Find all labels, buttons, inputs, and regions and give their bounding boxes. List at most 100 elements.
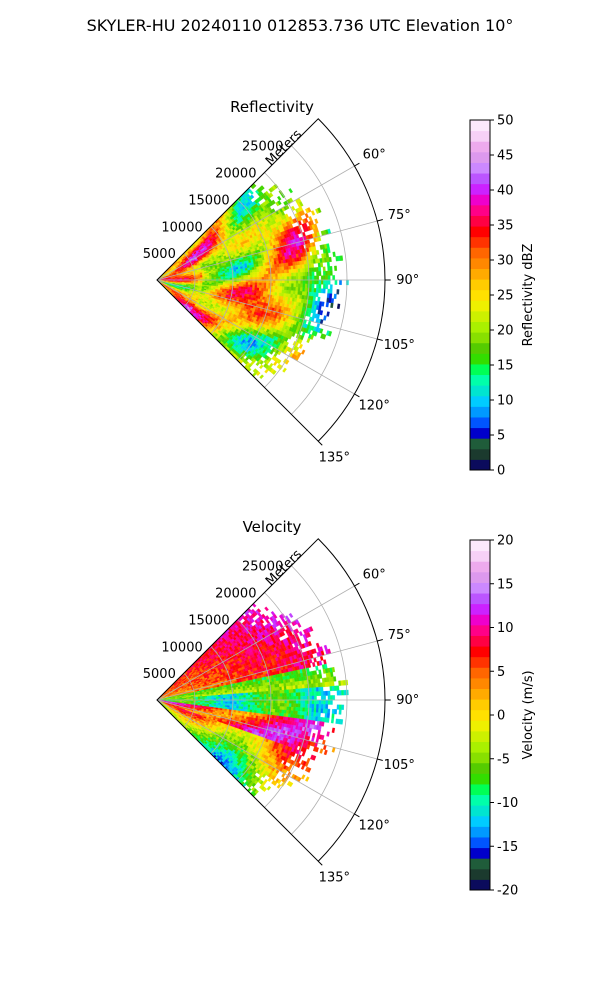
refl-colorbar-swatch (470, 215, 490, 227)
refl-cell (247, 282, 251, 286)
refl-colorbar-swatch (470, 438, 490, 450)
refl-cell (229, 275, 233, 279)
refl-cell (245, 282, 249, 285)
refl-cell (236, 281, 240, 285)
refl-cell (234, 281, 237, 285)
refl-range-tick-label: 15000 (188, 193, 229, 208)
refl-cell (329, 266, 333, 272)
refl-cell (306, 337, 311, 344)
refl-cell (300, 279, 304, 284)
refl-cell (325, 270, 329, 276)
refl-cell (243, 286, 246, 290)
refl-cell (286, 286, 290, 291)
refl-cell (309, 275, 313, 281)
refl-cell (236, 271, 239, 274)
refl-colorbar-swatch (470, 173, 490, 185)
refl-cell (302, 275, 306, 281)
refl-cell (252, 272, 256, 276)
refl-cell (259, 364, 264, 370)
refl-cell (234, 283, 237, 287)
refl-cell (304, 287, 308, 292)
refl-cell (250, 284, 253, 288)
refl-cell (259, 279, 263, 283)
refl-cell (261, 268, 264, 272)
refl-cell (243, 275, 247, 278)
refl-cell (279, 276, 283, 281)
refl-cell (339, 255, 344, 261)
refl-cell (293, 268, 297, 273)
refl-cell (266, 273, 269, 278)
refl-cell (263, 279, 267, 284)
refl-cell (281, 286, 285, 291)
refl-cell (318, 279, 322, 285)
refl-cell (300, 268, 303, 273)
refl-title: Reflectivity (230, 98, 314, 116)
refl-cell (299, 201, 304, 207)
refl-cell (316, 271, 319, 276)
refl-cell (249, 269, 253, 273)
refl-cell (277, 273, 281, 277)
refl-cell (327, 270, 331, 276)
refl-cell (263, 288, 267, 292)
refl-colorbar-swatch (470, 332, 490, 344)
refl-cell (282, 273, 285, 277)
refl-cell (293, 272, 297, 277)
refl-cell (297, 287, 301, 292)
refl-cell (272, 282, 276, 287)
refl-colorbar-label: Reflectivity dBZ (521, 244, 536, 347)
refl-cell (309, 283, 313, 289)
refl-cell (258, 268, 262, 273)
refl-cell (249, 287, 253, 291)
refl-cell (286, 283, 290, 288)
refl-cell (240, 270, 244, 274)
refl-cell (261, 277, 265, 281)
refl-cell (273, 276, 276, 281)
refl-cell (298, 283, 301, 288)
refl-colorbar-swatch (470, 300, 490, 312)
reflectivity-panel: Reflectivity60°75°90°105°120°135°5000100… (143, 98, 536, 479)
refl-angle-tick (354, 162, 360, 167)
refl-cell (323, 279, 326, 285)
refl-cell (313, 267, 317, 272)
refl-cell (327, 279, 331, 285)
refl-cell (311, 283, 315, 289)
refl-cell (309, 271, 313, 277)
refl-colorbar-tick-label: 40 (497, 184, 514, 199)
refl-cell (252, 287, 255, 291)
refl-cell (225, 274, 228, 277)
refl-cell (236, 275, 240, 279)
refl-colorbar-swatch (470, 289, 490, 301)
refl-cell (245, 270, 249, 274)
refl-cell (265, 271, 269, 275)
refl-cell (304, 271, 308, 277)
refl-cell (238, 271, 242, 274)
refl-cell (291, 283, 294, 288)
refl-cell (323, 271, 326, 276)
refl-cell (286, 269, 290, 274)
refl-cell (245, 272, 249, 276)
refl-colorbar-tick-label: 0 (497, 464, 505, 479)
refl-cell (277, 279, 281, 284)
refl-cell (288, 269, 292, 274)
refl-cell (243, 284, 246, 288)
refl-cell (291, 272, 294, 277)
refl-cell (282, 283, 285, 287)
refl-cell (329, 293, 333, 299)
refl-cell (290, 286, 294, 291)
refl-colorbar-swatch (470, 130, 490, 142)
refl-cell (256, 271, 260, 275)
refl-cell (291, 279, 294, 284)
refl-cell (245, 275, 249, 278)
refl-colorbar-swatch (470, 194, 490, 206)
refl-colorbar-swatch (470, 459, 490, 471)
refl-cell (288, 283, 292, 288)
refl-cell (311, 287, 315, 293)
refl-cell (289, 279, 292, 284)
refl-cell (268, 192, 274, 198)
refl-cell (247, 286, 251, 290)
refl-cell (282, 279, 285, 284)
refl-angle-label: 135° (319, 450, 350, 465)
refl-cell (222, 276, 226, 279)
refl-cell (254, 284, 258, 289)
